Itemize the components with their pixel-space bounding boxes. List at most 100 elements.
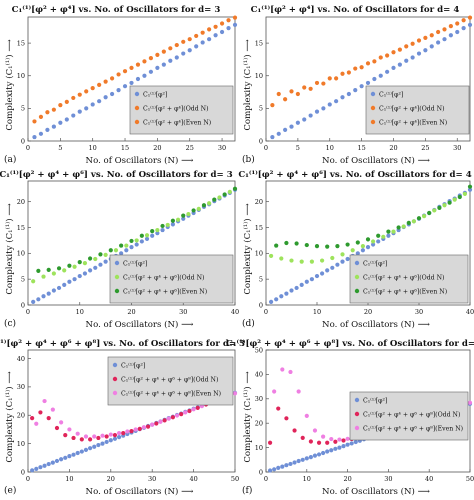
data-point-s3 bbox=[36, 268, 41, 273]
data-point-s1 bbox=[299, 282, 304, 287]
data-point-s2 bbox=[186, 211, 191, 217]
data-point-s2 bbox=[226, 18, 231, 23]
y-tick-label: 20 bbox=[255, 198, 263, 206]
x-axis-label: No. of Oscillators (N) ⟶ bbox=[322, 319, 430, 330]
data-point-s3 bbox=[337, 437, 342, 442]
data-point-s1 bbox=[51, 288, 56, 293]
data-point-s1 bbox=[296, 458, 301, 464]
x-axis-label: No. of Oscillators (N) ⟶ bbox=[322, 486, 430, 497]
data-point-s3 bbox=[284, 240, 289, 246]
data-point-s2 bbox=[82, 261, 88, 266]
data-point-s2 bbox=[135, 62, 141, 67]
data-point-s3 bbox=[64, 99, 69, 104]
legend-label: C₁⁽¹⁾[φ² + φ⁴](Even N) bbox=[379, 120, 447, 127]
data-point-s1 bbox=[174, 55, 179, 60]
data-point-s1 bbox=[365, 80, 371, 86]
data-point-s1 bbox=[302, 117, 307, 122]
data-point-s2 bbox=[279, 256, 284, 261]
data-point-s3 bbox=[170, 218, 175, 223]
data-point-s1 bbox=[77, 109, 82, 114]
data-point-s2 bbox=[63, 433, 68, 438]
y-tick-label: 0 bbox=[259, 301, 263, 309]
data-point-s3 bbox=[56, 266, 62, 271]
data-point-s3 bbox=[155, 52, 160, 57]
chart-title: C₁⁽¹⁾[φ² + φ⁴ + φ⁶ + φ⁸] vs. No. of Osci… bbox=[0, 338, 245, 349]
data-point-s2 bbox=[462, 191, 467, 197]
y-tick-label: 40 bbox=[17, 355, 25, 363]
data-point-s1 bbox=[280, 464, 285, 469]
chart-panel-5: C₁⁽¹⁾[φ² + φ⁴ + φ⁶ + φ⁸] vs. No. of Osci… bbox=[0, 338, 245, 497]
data-point-s2 bbox=[397, 47, 402, 52]
legend-label: C₁⁽¹⁾[φ²] bbox=[363, 398, 387, 405]
y-tick-label: 0 bbox=[21, 301, 25, 309]
data-point-s2 bbox=[144, 233, 150, 238]
x-tick-label: 30 bbox=[148, 475, 156, 483]
data-point-s3 bbox=[212, 197, 217, 202]
data-point-s3 bbox=[166, 416, 171, 421]
data-point-s1 bbox=[168, 58, 173, 63]
y-tick-label: 40 bbox=[255, 371, 263, 379]
chart-panel-1: C₁⁽¹⁾[φ² + φ⁴] vs. No. of Oscillators fo… bbox=[4, 4, 238, 166]
data-point-s3 bbox=[345, 436, 350, 441]
legend-label: C₁⁽¹⁾[φ²] bbox=[123, 261, 147, 268]
data-point-s1 bbox=[96, 442, 101, 448]
y-axis-label: Complexity (C₁⁽¹⁾) ⟶ bbox=[242, 203, 253, 294]
y-tick-label: 15 bbox=[255, 224, 263, 232]
data-point-s3 bbox=[467, 400, 473, 405]
data-point-s2 bbox=[162, 418, 167, 423]
data-point-s1 bbox=[316, 452, 322, 457]
data-point-s1 bbox=[98, 262, 103, 267]
data-point-s1 bbox=[335, 262, 340, 267]
y-tick-label: 20 bbox=[255, 420, 263, 428]
data-point-s1 bbox=[82, 271, 88, 276]
data-point-s2 bbox=[200, 30, 205, 35]
x-tick-label: 15 bbox=[121, 144, 129, 152]
data-point-s1 bbox=[90, 102, 95, 107]
chart-title: C₁⁽¹⁾[φ² + φ⁴ + φ⁶] vs. No. of Oscillato… bbox=[0, 169, 233, 180]
data-point-s3 bbox=[42, 398, 47, 404]
data-point-s2 bbox=[295, 91, 300, 97]
data-point-s1 bbox=[109, 91, 115, 97]
data-point-s1 bbox=[75, 450, 80, 456]
data-point-s3 bbox=[304, 413, 309, 418]
data-point-s1 bbox=[312, 453, 318, 458]
y-axis-label: Complexity (C₁⁽¹⁾) ⟶ bbox=[242, 371, 253, 462]
x-tick-label: 40 bbox=[231, 308, 239, 316]
data-point-s3 bbox=[232, 15, 238, 20]
data-point-s2 bbox=[359, 65, 364, 70]
data-point-s1 bbox=[213, 33, 218, 38]
data-point-s2 bbox=[452, 197, 457, 202]
data-point-s1 bbox=[155, 231, 160, 236]
data-point-s2 bbox=[32, 119, 37, 124]
data-point-s1 bbox=[200, 40, 205, 45]
data-point-s1 bbox=[320, 271, 325, 276]
data-point-s3 bbox=[376, 233, 381, 238]
data-point-s1 bbox=[340, 95, 345, 100]
data-point-s3 bbox=[378, 55, 383, 60]
x-tick-label: 40 bbox=[425, 475, 433, 483]
legend-label: C₁⁽¹⁾[φ² + φ⁴ + φ⁶ + φ⁸](Even N) bbox=[363, 426, 463, 433]
data-point-s1 bbox=[309, 277, 314, 282]
legend-label: C₁⁽¹⁾[φ² + φ⁴ + φ⁶ + φ⁸](Odd N) bbox=[363, 412, 460, 419]
data-point-s1 bbox=[34, 466, 39, 471]
x-tick-label: 20 bbox=[343, 475, 351, 483]
legend-marker bbox=[112, 390, 118, 396]
data-point-s1 bbox=[93, 265, 98, 270]
data-point-s2 bbox=[187, 37, 192, 42]
data-point-s1 bbox=[41, 294, 46, 299]
data-point-s2 bbox=[62, 268, 67, 273]
data-point-s1 bbox=[376, 239, 381, 244]
data-point-s1 bbox=[448, 33, 453, 38]
legend-label: C₁⁽¹⁾[φ²] bbox=[363, 261, 387, 268]
data-point-s1 bbox=[304, 279, 309, 284]
data-point-s2 bbox=[330, 255, 335, 261]
data-point-s2 bbox=[51, 271, 56, 276]
data-point-s1 bbox=[397, 62, 402, 67]
data-point-s3 bbox=[38, 114, 44, 119]
data-point-s1 bbox=[46, 461, 51, 467]
data-point-s3 bbox=[191, 208, 196, 213]
data-point-s1 bbox=[194, 44, 199, 49]
data-point-s2 bbox=[161, 49, 166, 54]
data-point-s2 bbox=[340, 252, 345, 257]
data-point-s2 bbox=[145, 424, 151, 429]
